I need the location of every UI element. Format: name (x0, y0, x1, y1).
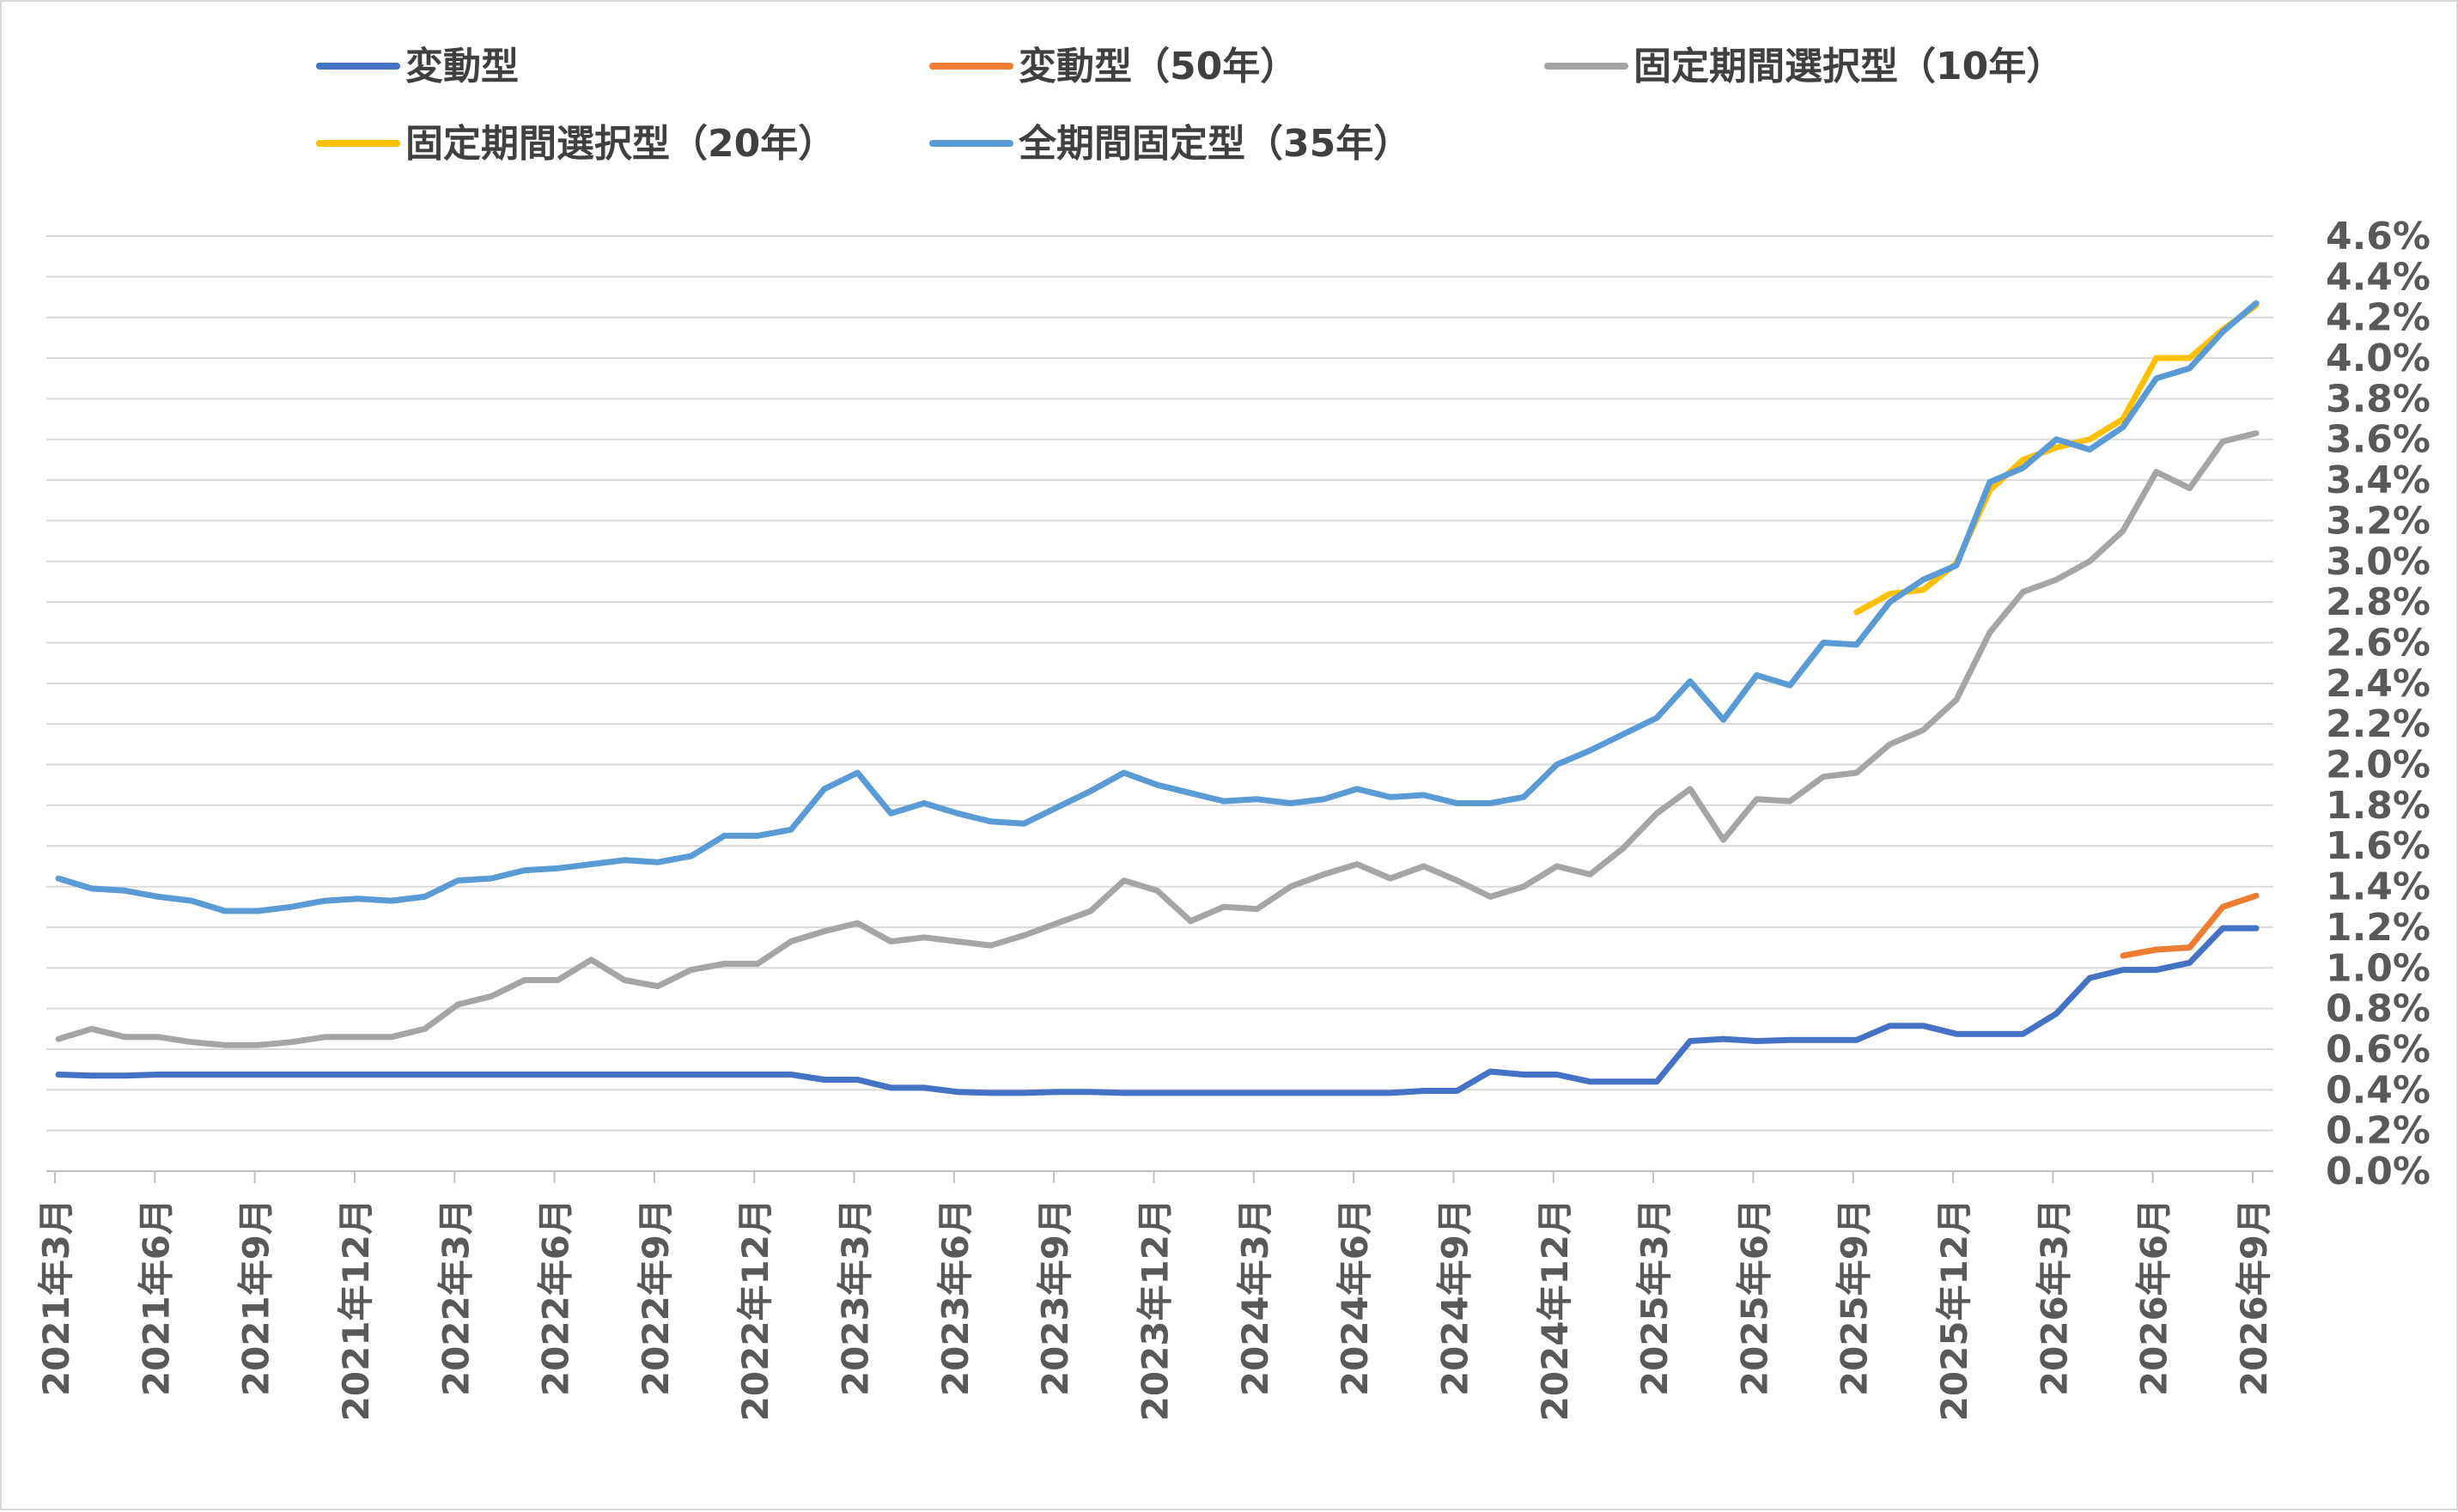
y-tick-label: 3.2% (2326, 499, 2431, 543)
x-tick-label: 2022年6月 (535, 1199, 577, 1396)
y-tick-label: 0.6% (2326, 1028, 2431, 1072)
y-tick-label: 4.0% (2326, 337, 2431, 380)
x-tick-label: 2026年3月 (2033, 1199, 2075, 1396)
legend: 変動型 変動型（50年） 固定期間選択型（10年） 固定期間選択型（20年） 全期間固定… (316, 45, 2064, 166)
legend-item: 変動型 (316, 45, 519, 88)
y-tick-label: 0.4% (2326, 1068, 2431, 1112)
legend-label: 全期間固定型（35年） (1018, 122, 1411, 166)
x-tick-label: 2024年12月 (1534, 1199, 1576, 1421)
y-tick-label: 1.6% (2326, 824, 2431, 868)
y-tick-label: 2.2% (2326, 702, 2431, 746)
y-tick-label: 4.4% (2326, 255, 2431, 299)
y-tick-label: 4.2% (2326, 296, 2431, 340)
y-tick-label: 1.8% (2326, 784, 2431, 828)
legend-label: 変動型 (405, 45, 519, 88)
legend-label: 変動型（50年） (1019, 45, 1298, 88)
y-tick-label: 1.4% (2326, 865, 2431, 909)
legend-item: 固定期間選択型（10年） (1544, 45, 2064, 88)
x-axis: 2021年3月 2021年6月 2021年9月 2021年12月 2022年3月 2022… (35, 1170, 2275, 1421)
x-tick-label: 2025年3月 (1634, 1199, 1676, 1396)
x-tick-label: 2021年3月 (35, 1199, 77, 1396)
x-tick-label: 2023年9月 (1034, 1199, 1076, 1396)
legend-item: 固定期間選択型（20年） (316, 122, 836, 166)
series-line (55, 430, 2260, 1048)
x-tick-label: 2023年3月 (835, 1199, 877, 1396)
x-tick-label: 2021年6月 (135, 1199, 177, 1396)
y-tick-label: 3.0% (2326, 540, 2431, 584)
y-axis-tick-labels: 0.0%0.2%0.4%0.6%0.8%1.0%1.2%1.4%1.6%1.8%… (2326, 215, 2431, 1193)
x-tick-label: 2024年9月 (1433, 1199, 1475, 1396)
legend-label: 固定期間選択型（10年） (1634, 45, 2064, 88)
x-tick-label: 2022年12月 (734, 1199, 776, 1421)
x-tick-label: 2024年3月 (1234, 1199, 1276, 1396)
y-tick-label: 0.2% (2326, 1109, 2431, 1153)
x-tick-label: 2026年9月 (2233, 1199, 2275, 1396)
x-tick-label: 2026年6月 (2133, 1199, 2175, 1396)
x-tick-label: 2022年3月 (435, 1199, 477, 1396)
y-tick-label: 1.0% (2326, 946, 2431, 990)
y-tick-label: 2.4% (2326, 662, 2431, 706)
legend-label: 固定期間選択型（20年） (405, 122, 836, 166)
y-tick-label: 0.0% (2326, 1150, 2431, 1193)
series-line (1853, 302, 2260, 616)
gridlines (46, 235, 2273, 1132)
x-tick-label: 2025年6月 (1733, 1199, 1775, 1396)
x-tick-label: 2023年12月 (1135, 1199, 1177, 1421)
y-tick-label: 2.8% (2326, 580, 2431, 624)
series-line (55, 300, 2260, 914)
y-tick-label: 0.8% (2326, 987, 2431, 1031)
series-line (55, 925, 2260, 1096)
series-lines (55, 300, 2260, 1096)
x-tick-label: 2022年9月 (635, 1199, 677, 1396)
x-tick-label: 2024年6月 (1334, 1199, 1376, 1396)
series-line (2120, 892, 2260, 959)
x-tick-label: 2021年9月 (235, 1199, 277, 1396)
x-tick-label: 2025年12月 (1933, 1199, 1975, 1421)
legend-item: 全期間固定型（35年） (929, 122, 1411, 166)
y-tick-label: 3.6% (2326, 418, 2431, 462)
y-tick-label: 3.4% (2326, 458, 2431, 502)
y-tick-label: 1.2% (2326, 906, 2431, 950)
y-tick-label: 2.0% (2326, 744, 2431, 787)
y-tick-label: 4.6% (2326, 215, 2431, 258)
legend-item: 変動型（50年） (929, 45, 1298, 88)
x-tick-label: 2023年6月 (934, 1199, 977, 1396)
x-tick-label: 2025年9月 (1834, 1199, 1876, 1396)
y-tick-label: 2.6% (2326, 621, 2431, 665)
x-tick-label: 2021年12月 (335, 1199, 377, 1421)
y-tick-label: 3.8% (2326, 377, 2431, 421)
